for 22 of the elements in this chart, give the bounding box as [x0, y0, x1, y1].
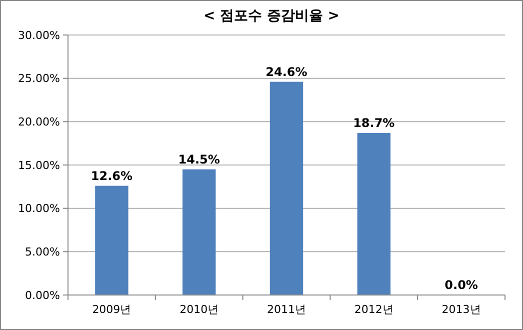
x-tick-label: 2013년	[442, 303, 481, 316]
x-tick-label: 2011년	[267, 303, 306, 316]
y-tick-label: 20.00%	[18, 116, 60, 129]
bar	[95, 186, 128, 295]
data-label: 12.6%	[90, 168, 133, 183]
x-tick-label: 2012년	[354, 303, 394, 316]
bar	[357, 132, 391, 295]
data-label: 14.5%	[178, 152, 220, 166]
y-tick-label: 30.00%	[18, 28, 60, 42]
data-label: 0.0%	[444, 278, 478, 292]
y-tick-label: 0.00%	[25, 288, 60, 302]
data-label: 24.6%	[266, 64, 308, 79]
y-tick-label: 25.00%	[18, 72, 60, 86]
x-tick-label: 2009년	[92, 303, 132, 316]
chart-title: < 점포수 증감비율 >	[203, 8, 340, 24]
y-tick-label: 15.00%	[18, 158, 60, 172]
bar	[182, 169, 216, 295]
bar	[270, 82, 304, 295]
y-tick-label: 5.00%	[25, 246, 60, 259]
x-tick-label: 2010년	[180, 303, 219, 316]
y-tick-label: 10.00%	[18, 202, 60, 216]
data-label: 18.7%	[353, 116, 395, 130]
